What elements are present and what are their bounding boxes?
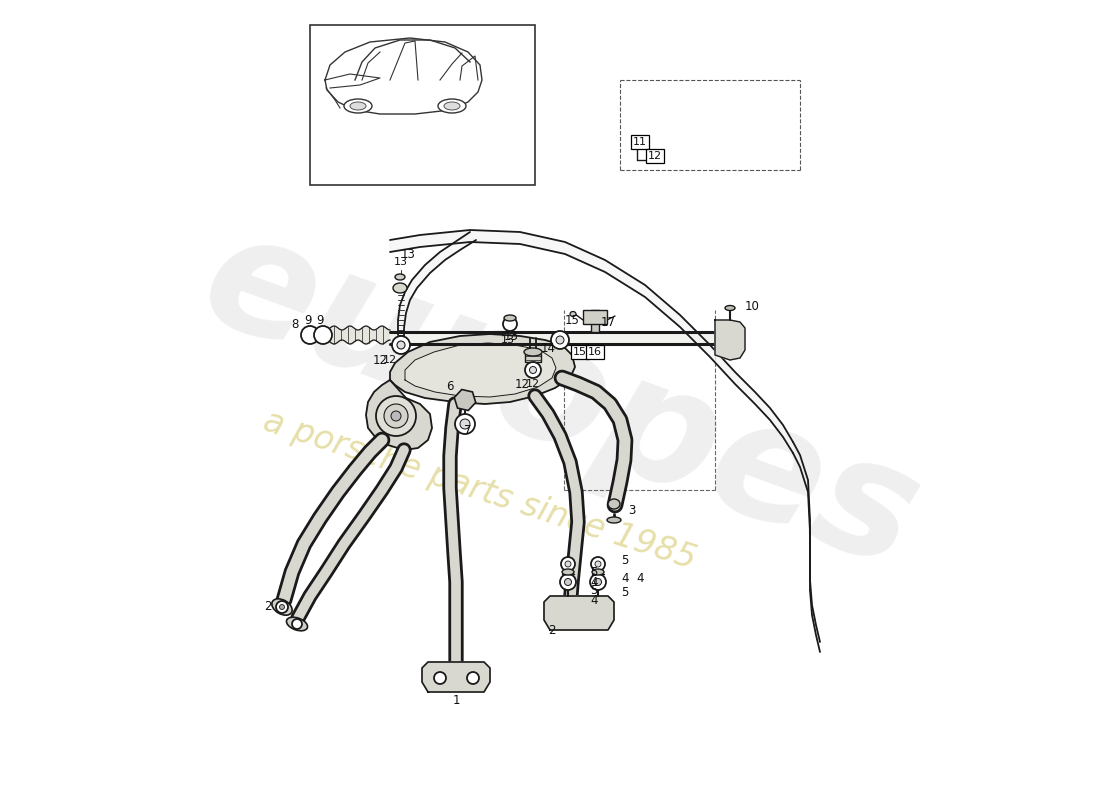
Circle shape <box>397 341 405 349</box>
Text: 13: 13 <box>402 247 416 261</box>
Text: 5: 5 <box>590 566 597 578</box>
Circle shape <box>525 362 541 378</box>
Polygon shape <box>422 662 490 692</box>
Polygon shape <box>398 232 476 343</box>
Text: 13: 13 <box>394 257 408 267</box>
Ellipse shape <box>444 102 460 110</box>
Circle shape <box>314 326 332 344</box>
Text: 9: 9 <box>317 314 323 326</box>
Circle shape <box>384 404 408 428</box>
Text: 7: 7 <box>464 423 472 437</box>
Text: 17: 17 <box>601 315 616 329</box>
Circle shape <box>279 605 285 610</box>
Text: 12: 12 <box>526 379 540 389</box>
Polygon shape <box>324 38 482 114</box>
Text: 12: 12 <box>515 378 529 391</box>
Text: 8: 8 <box>292 318 299 331</box>
Circle shape <box>564 578 572 586</box>
Text: 15: 15 <box>564 314 580 326</box>
Ellipse shape <box>272 599 293 615</box>
Circle shape <box>376 396 416 436</box>
Polygon shape <box>405 343 556 397</box>
Ellipse shape <box>395 274 405 280</box>
Circle shape <box>390 411 402 421</box>
Circle shape <box>560 574 576 590</box>
Ellipse shape <box>608 499 620 509</box>
Text: 12: 12 <box>648 151 662 161</box>
Text: 4: 4 <box>636 571 644 585</box>
Circle shape <box>590 574 606 590</box>
Text: 13: 13 <box>504 330 519 342</box>
Ellipse shape <box>570 311 576 317</box>
Ellipse shape <box>393 283 407 293</box>
Text: 4: 4 <box>590 575 597 589</box>
Circle shape <box>292 619 302 629</box>
Text: 9: 9 <box>305 314 311 326</box>
Circle shape <box>460 419 470 429</box>
Text: 11: 11 <box>632 137 647 147</box>
Text: 5: 5 <box>590 583 597 597</box>
Polygon shape <box>715 320 745 360</box>
Text: 2: 2 <box>549 623 556 637</box>
Text: 14: 14 <box>540 342 556 354</box>
Ellipse shape <box>286 618 308 630</box>
Circle shape <box>276 601 288 613</box>
Circle shape <box>591 557 605 571</box>
Circle shape <box>595 561 601 567</box>
Circle shape <box>561 557 575 571</box>
Ellipse shape <box>524 348 542 356</box>
Polygon shape <box>390 230 793 453</box>
Circle shape <box>301 326 319 344</box>
Text: 4: 4 <box>621 571 629 585</box>
Ellipse shape <box>438 99 466 113</box>
Circle shape <box>551 331 569 349</box>
Circle shape <box>392 336 410 354</box>
Text: 2: 2 <box>264 601 272 614</box>
Text: europes: europes <box>182 198 938 602</box>
Circle shape <box>594 578 602 586</box>
Text: 12: 12 <box>373 354 387 366</box>
Text: 5: 5 <box>621 586 629 598</box>
Text: 1: 1 <box>452 694 460 706</box>
Polygon shape <box>366 380 432 450</box>
Circle shape <box>455 414 475 434</box>
Text: 3: 3 <box>628 503 636 517</box>
Ellipse shape <box>350 102 366 110</box>
Text: 5: 5 <box>621 554 629 566</box>
Circle shape <box>468 672 478 684</box>
Ellipse shape <box>592 569 604 575</box>
Text: 10: 10 <box>745 301 759 314</box>
Bar <box>591 310 600 332</box>
Text: 15: 15 <box>573 347 587 357</box>
Text: 6: 6 <box>447 379 453 393</box>
Ellipse shape <box>504 315 516 321</box>
Polygon shape <box>390 334 575 404</box>
Ellipse shape <box>344 99 372 113</box>
Text: a porsche parts since 1985: a porsche parts since 1985 <box>260 404 701 576</box>
Bar <box>583 310 607 324</box>
Text: 12: 12 <box>383 355 397 365</box>
Text: 16: 16 <box>588 347 602 357</box>
Ellipse shape <box>607 517 621 523</box>
Circle shape <box>565 561 571 567</box>
Ellipse shape <box>562 569 574 575</box>
Text: 13: 13 <box>500 335 515 345</box>
Circle shape <box>503 317 517 331</box>
Polygon shape <box>544 596 614 630</box>
Ellipse shape <box>725 306 735 310</box>
Bar <box>310 25 535 185</box>
Circle shape <box>556 336 564 344</box>
Circle shape <box>434 672 446 684</box>
Text: 4: 4 <box>590 594 597 606</box>
Bar <box>525 354 541 362</box>
Circle shape <box>529 366 537 374</box>
